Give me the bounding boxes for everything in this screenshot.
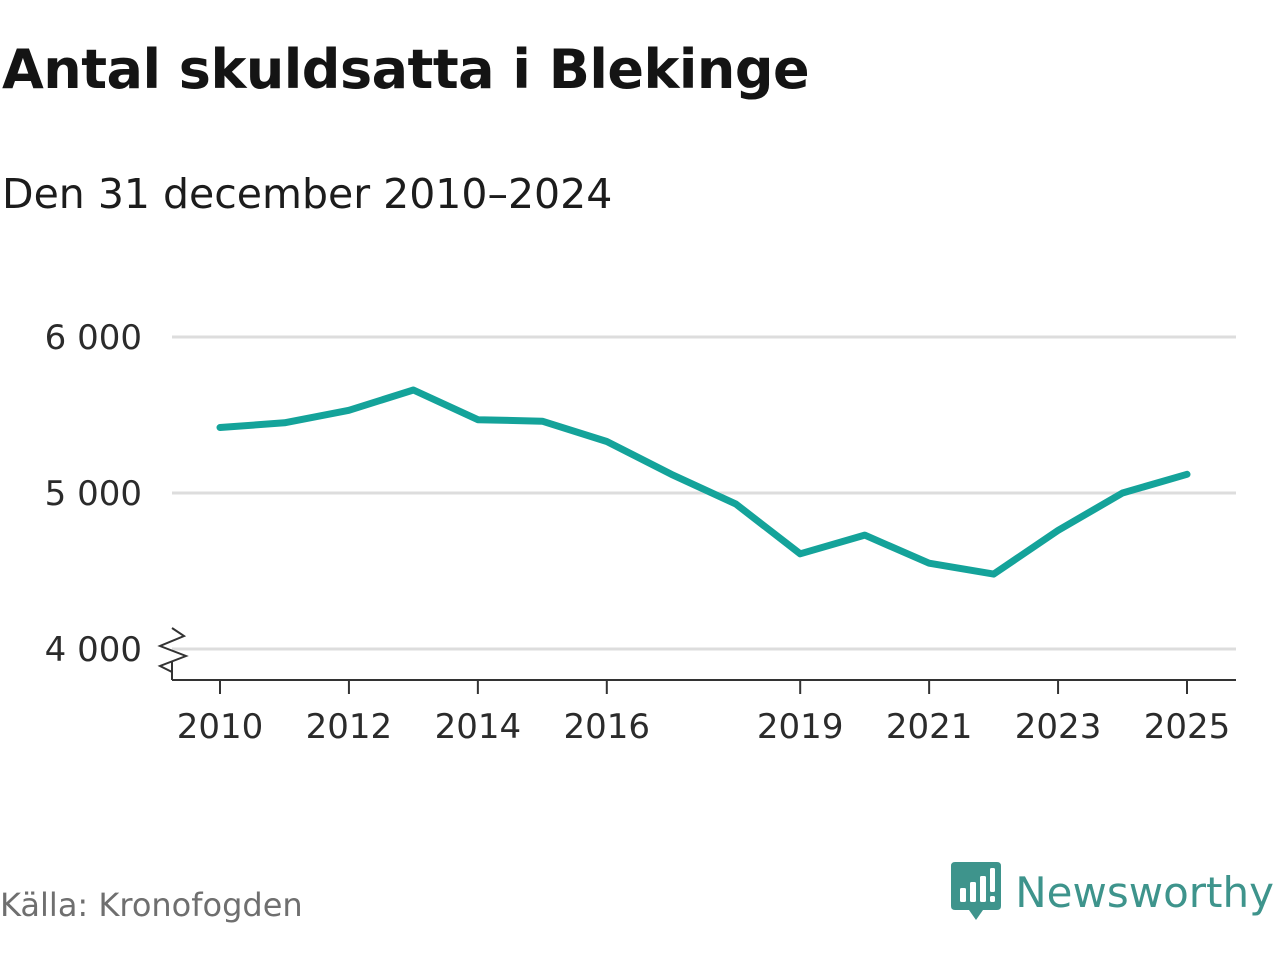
data-point <box>281 419 288 426</box>
series <box>216 386 1191 578</box>
data-point <box>603 438 610 445</box>
brand-name: Newsworthy <box>1015 867 1274 917</box>
chart-subtitle: Den 31 december 2010–2024 <box>2 170 613 218</box>
data-point <box>861 532 868 539</box>
axes <box>157 627 1236 694</box>
data-point <box>990 571 997 578</box>
bar-chart-speech-bubble-icon <box>951 862 1002 920</box>
x-tick-label: 2025 <box>1144 707 1231 747</box>
data-point <box>539 418 546 425</box>
y-tick-label: 5 000 <box>45 474 142 514</box>
data-point <box>474 416 481 423</box>
brand-logo: Newsworthy <box>951 862 1274 922</box>
data-point <box>345 407 352 414</box>
y-tick-label: 4 000 <box>45 630 142 670</box>
data-point <box>1055 527 1062 534</box>
data-point <box>1119 490 1126 496</box>
chart-title: Antal skuldsatta i Blekinge <box>2 38 810 101</box>
source-note: Källa: Kronofogden <box>0 886 303 924</box>
data-point <box>797 550 804 557</box>
x-tick-label: 2023 <box>1015 707 1102 747</box>
series-line <box>216 386 1191 578</box>
data-point <box>1184 471 1190 478</box>
data-point <box>410 387 417 394</box>
tick-labels: 4 000 5 000 6 000 2010 2012 2014 2016 2019 2021 2… <box>45 318 1231 747</box>
data-point <box>732 500 739 507</box>
x-tick-label: 2021 <box>886 707 973 747</box>
x-tick-label: 2019 <box>757 707 844 747</box>
data-point <box>668 471 675 478</box>
x-tick-label: 2012 <box>306 707 393 747</box>
y-tick-label: 6 000 <box>45 318 142 358</box>
x-tick-label: 2010 <box>177 707 264 747</box>
data-point <box>926 560 933 567</box>
line-chart: 4 000 5 000 6 000 2010 2012 2014 2016 2019 2021 2… <box>45 318 1236 747</box>
x-tick-label: 2016 <box>564 707 651 747</box>
axis-break-icon <box>157 627 189 673</box>
data-point <box>217 424 223 431</box>
x-tick-label: 2014 <box>435 707 522 747</box>
